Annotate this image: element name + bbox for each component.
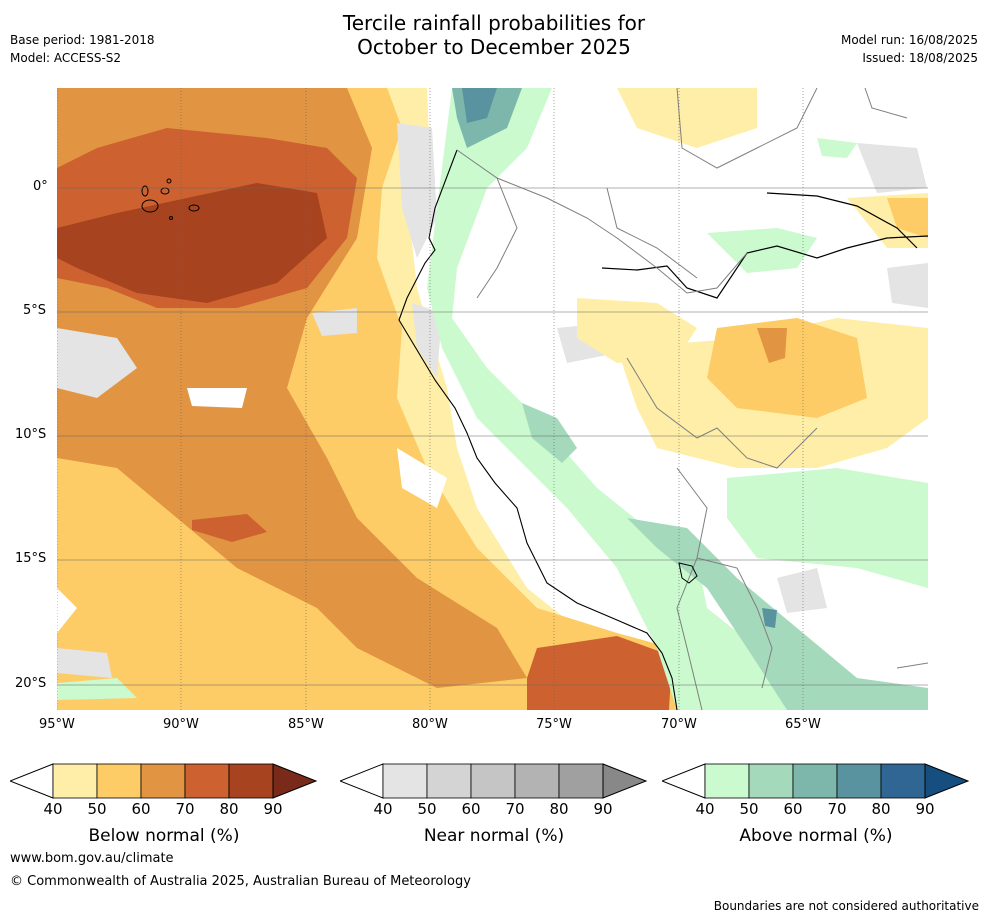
colorbar-below-normal-title: Below normal (%): [88, 826, 240, 846]
above-normal-40-region: [427, 88, 928, 710]
colorbar-tick-label: 40: [695, 800, 715, 818]
lat-label: 20°S: [15, 676, 47, 691]
colorbar-tick-label: 60: [461, 800, 481, 818]
probability-map[interactable]: [57, 88, 928, 710]
colorbar-swatch: [748, 763, 794, 799]
near-normal-east: [557, 143, 928, 613]
country-borders: [456, 88, 928, 710]
lon-label: 65°W: [785, 717, 821, 732]
colorbar-swatch: [228, 763, 274, 799]
lat-label: 10°S: [15, 427, 47, 442]
below-normal-70-south: [192, 514, 672, 710]
colorbar-extend-low: [340, 763, 384, 799]
colorbar-tick-label: 50: [87, 800, 107, 818]
lon-label: 90°W: [163, 717, 199, 732]
colorbar-above-normal: 40 50 60 70 80 90 Above normal (%): [662, 760, 970, 860]
colorbar-extend-high: [272, 763, 318, 799]
colorbar-below-normal: 40 50 60 70 80 90 Below normal (%): [10, 760, 318, 860]
lat-label: 5°S: [23, 303, 47, 318]
below-normal-east-50: [707, 198, 928, 418]
colorbar-swatch: [514, 763, 560, 799]
model-name: Model: ACCESS-S2: [10, 51, 122, 65]
footer-url[interactable]: www.bom.gov.au/climate: [10, 851, 174, 866]
colorbar-swatch: [880, 763, 926, 799]
colorbar-tick-label: 60: [783, 800, 803, 818]
colorbar-swatch: [382, 763, 428, 799]
colorbar-tick-label: 80: [219, 800, 239, 818]
below-normal-80-region: [57, 183, 327, 303]
graticule: [57, 88, 928, 710]
colorbar-tick-label: 60: [131, 800, 151, 818]
colorbar-swatch: [184, 763, 230, 799]
lon-label: 85°W: [288, 717, 324, 732]
colorbar-tick-label: 50: [739, 800, 759, 818]
colorbar-swatch: [836, 763, 882, 799]
colorbar-tick-label: 80: [549, 800, 569, 818]
lon-label: 95°W: [39, 717, 75, 732]
colorbar-swatch: [792, 763, 838, 799]
footer-copyright: © Commonwealth of Australia 2025, Austra…: [10, 874, 471, 889]
colorbar-swatch: [426, 763, 472, 799]
colorbar-extend-high: [602, 763, 648, 799]
lon-label: 70°W: [661, 717, 697, 732]
meta-right: Model run: 16/08/2025 Issued: 18/08/2025: [841, 31, 978, 67]
colorbar-tick-label: 80: [871, 800, 891, 818]
above-normal-40-east: [707, 138, 928, 588]
lon-label: 80°W: [412, 717, 448, 732]
near-normal-40-ocean: [57, 308, 357, 678]
colorbar-swatch: [470, 763, 516, 799]
base-period: Base period: 1981-2018: [10, 33, 155, 47]
lat-label: 0°: [33, 179, 48, 194]
model-run: Model run: 16/08/2025: [840, 33, 978, 47]
colorbar-tick-label: 70: [175, 800, 195, 818]
colorbar-tick-label: 90: [263, 800, 283, 818]
colorbar-swatch: [704, 763, 750, 799]
colorbar-tick-label: 50: [417, 800, 437, 818]
colorbar-swatch: [96, 763, 142, 799]
colorbar-swatch: [140, 763, 186, 799]
colorbar-swatch: [52, 763, 98, 799]
colorbar-extend-high: [924, 763, 970, 799]
below-normal-east-60: [757, 328, 787, 363]
meta-left: Base period: 1981-2018 Model: ACCESS-S2: [10, 31, 155, 67]
near-normal-coastal: [397, 123, 442, 378]
colorbar-tick-label: 90: [593, 800, 613, 818]
colorbar-above-normal-title: Above normal (%): [739, 826, 893, 846]
colorbar-below-normal-swatches: [10, 763, 318, 799]
colorbar-tick-label: 40: [43, 800, 63, 818]
colorbar-near-normal-title: Near normal (%): [423, 826, 565, 846]
lon-label: 75°W: [536, 717, 572, 732]
footer-disclaimer: Boundaries are not considered authoritat…: [713, 899, 979, 913]
colorbar-tick-label: 40: [373, 800, 393, 818]
colorbar-near-normal-swatches: [340, 763, 648, 799]
colorbar-extend-low: [662, 763, 706, 799]
issued-date: Issued: 18/08/2025: [862, 51, 978, 65]
colorbar-tick-label: 70: [505, 800, 525, 818]
colorbar-above-normal-swatches: [662, 763, 970, 799]
colorbar-tick-label: 90: [915, 800, 935, 818]
northern-river: [766, 192, 918, 249]
above-normal-50-region: [522, 403, 928, 710]
title-line-1: Tercile rainfall probabilities for: [342, 11, 646, 35]
lake-titicaca: [678, 562, 698, 584]
map-title: Tercile rainfall probabilities for Octob…: [0, 11, 988, 59]
colorbar-tick-label: 70: [827, 800, 847, 818]
title-line-2: October to December 2025: [357, 35, 631, 59]
colorbar-extend-low: [10, 763, 54, 799]
colorbar-near-normal: 40 50 60 70 80 90 Near normal (%): [340, 760, 648, 860]
above-normal-40-ocean: [57, 678, 137, 700]
colorbar-swatch: [558, 763, 604, 799]
lat-label: 15°S: [15, 551, 47, 566]
